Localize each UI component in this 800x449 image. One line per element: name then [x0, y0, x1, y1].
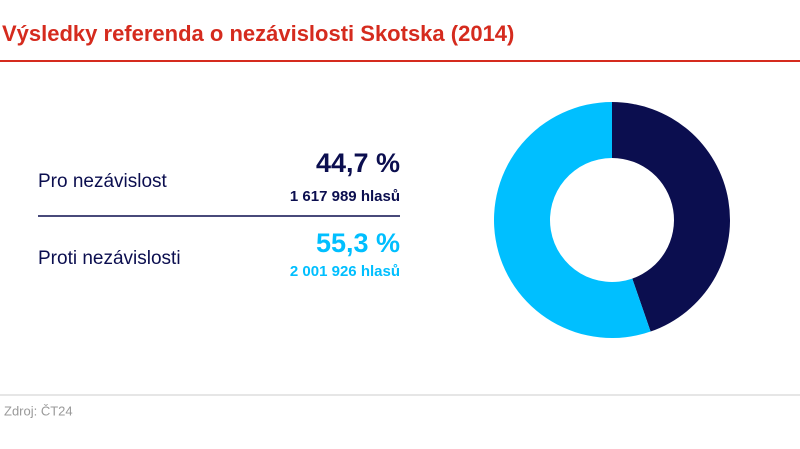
votes-label: 1 617 989 hlasů	[290, 188, 400, 205]
donut-segment	[612, 102, 731, 332]
category-label: Proti nezávislosti	[38, 248, 181, 269]
value-label: 44,7 %	[316, 148, 400, 178]
donut-segment	[494, 102, 651, 339]
category-label: Pro nezávislost	[38, 171, 168, 192]
votes-label: 2 001 926 hlasů	[290, 263, 400, 280]
source: Zdroj: ČT24	[4, 403, 73, 418]
chart-title: Výsledky referenda o nezávislosti Skotsk…	[2, 21, 514, 46]
value-label: 55,3 %	[316, 228, 400, 258]
